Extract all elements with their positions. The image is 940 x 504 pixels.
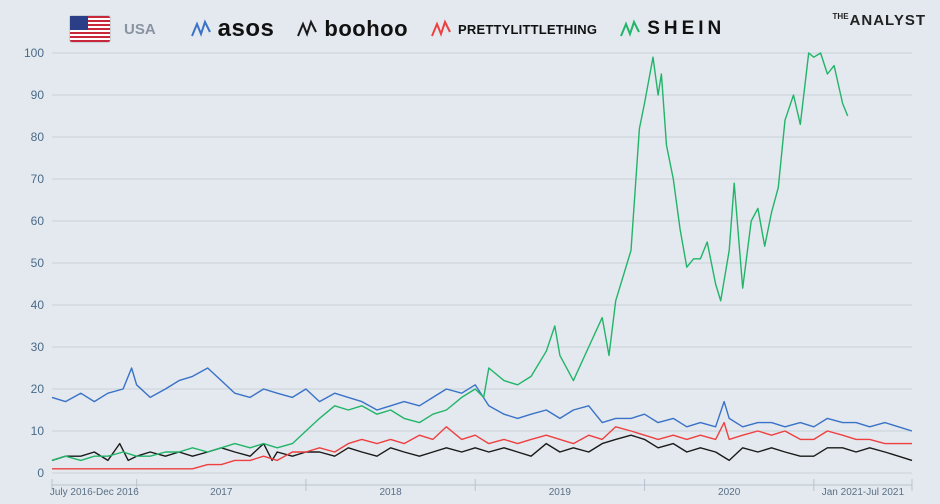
series-line-boohoo <box>51 434 913 462</box>
logo-big-text: ANALYST <box>849 12 926 29</box>
x-period-label-5: Jan 2021-Jul 2021 <box>822 487 905 498</box>
legend-item-asos: asos <box>190 15 275 43</box>
y-tick-label-90: 90 <box>31 88 45 102</box>
y-tick-label-10: 10 <box>31 424 45 438</box>
series-line-prettylittlething <box>52 421 912 470</box>
x-period-label-1: 2017 <box>210 487 233 498</box>
x-period-label-3: 2019 <box>549 487 572 498</box>
legend-label-shein: SHEIN <box>647 18 726 39</box>
boohoo-line-icon <box>297 19 318 37</box>
asos-line-icon <box>190 19 211 37</box>
y-tick-label-80: 80 <box>31 130 45 144</box>
x-period-label-2: 2018 <box>379 487 402 498</box>
y-tick-label-50: 50 <box>31 256 45 270</box>
country-label: USA <box>124 20 156 38</box>
legend: USA asos boohoo PRETTYLITTLETHING SHEIN <box>70 12 747 46</box>
y-tick-label-20: 20 <box>31 382 45 396</box>
x-period-label-4: 2020 <box>718 487 741 498</box>
y-tick-label-100: 100 <box>24 46 44 60</box>
y-tick-label-60: 60 <box>31 214 45 228</box>
legend-label-boohoo: boohoo <box>324 16 409 41</box>
legend-item-prettylittlething: PRETTYLITTLETHING <box>430 18 597 40</box>
legend-label-asos: asos <box>217 15 275 42</box>
logo-small-text: THE <box>832 12 849 21</box>
x-period-label-0: July 2016-Dec 2016 <box>50 487 139 498</box>
shein-line-icon <box>620 19 641 37</box>
legend-item-boohoo: boohoo <box>296 16 408 42</box>
series-line-shein <box>51 52 849 462</box>
the-analyst-logo: THE ANALYST <box>833 12 926 29</box>
prettylittlething-line-icon <box>431 19 451 37</box>
y-tick-label-70: 70 <box>31 172 45 186</box>
legend-item-shein: SHEIN <box>619 18 725 40</box>
legend-label-prettylittlething: PRETTYLITTLETHING <box>458 21 598 37</box>
y-tick-label-0: 0 <box>37 466 44 480</box>
series-line-asos <box>51 367 913 432</box>
y-tick-label-40: 40 <box>31 298 45 312</box>
usa-flag-icon <box>70 16 110 42</box>
y-tick-label-30: 30 <box>31 340 45 354</box>
